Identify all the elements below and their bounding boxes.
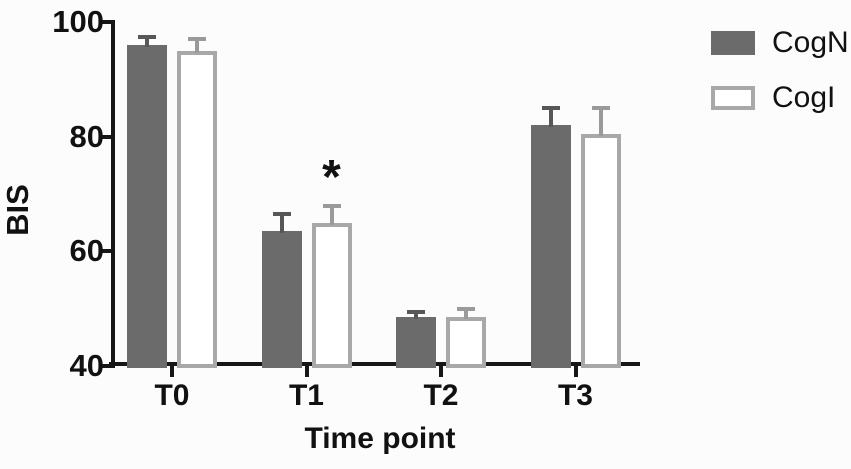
error-bar-cogi-T1 [329,205,334,225]
bar-cogn-T2 [396,317,436,368]
legend-swatch-cogn [711,31,755,55]
x-tick-label-T2: T2 [423,379,459,412]
legend-item-cogi: CogI [711,83,849,113]
error-cap-cogn-T1 [272,212,291,217]
x-tick-label-T0: T0 [154,379,190,412]
y-tick-80 [100,134,111,139]
x-axis-title: Time point [304,422,456,455]
bar-cogi-T3 [580,133,621,368]
error-cap-cogi-T2 [457,306,475,311]
y-axis-line [111,20,115,368]
y-tick-60 [100,249,111,254]
legend-label-cogn: CogN [772,26,849,59]
bar-cogi-T0 [177,50,217,368]
error-bar-cogi-T0 [195,39,199,53]
bar-cogi-T1 [311,222,352,368]
x-tick-T1 [304,366,309,377]
x-tick-label-T3: T3 [557,379,593,412]
x-axis-line [109,362,640,366]
y-tick-100 [100,20,111,25]
y-tick-label-80: 80 [69,118,104,154]
error-bar-cogi-T2 [464,308,468,320]
error-cap-cogn-T0 [138,34,156,39]
significance-asterisk: * [322,150,341,204]
bar-cogn-T3 [530,125,571,368]
error-cap-cogn-T3 [541,106,560,111]
y-tick-label-40: 40 [69,348,104,383]
x-tick-T3 [573,366,578,377]
x-tick-T2 [439,366,443,377]
y-tick-label-60: 60 [69,233,104,269]
error-cap-cogi-T1 [322,203,341,208]
bar-cogn-T0 [127,45,167,368]
error-bar-cogn-T1 [279,214,284,234]
bar-cogi-T2 [446,317,486,368]
legend: CogN CogI [711,28,849,138]
y-tick-label-100: 100 [52,4,104,40]
error-bar-cogn-T2 [414,311,418,320]
error-bar-cogn-T3 [548,108,553,128]
error-bar-cogi-T3 [598,108,603,136]
bar-cogn-T1 [261,231,302,368]
error-cap-cogn-T2 [407,309,425,314]
x-tick-T0 [170,366,174,377]
legend-swatch-cogi [711,86,755,110]
y-tick-40 [100,364,111,368]
legend-item-cogn: CogN [711,28,849,58]
legend-label-cogi: CogI [772,81,836,114]
error-cap-cogi-T0 [188,37,206,42]
error-bar-cogn-T0 [145,36,149,48]
error-cap-cogi-T3 [591,106,610,111]
x-tick-label-T1: T1 [288,379,324,412]
